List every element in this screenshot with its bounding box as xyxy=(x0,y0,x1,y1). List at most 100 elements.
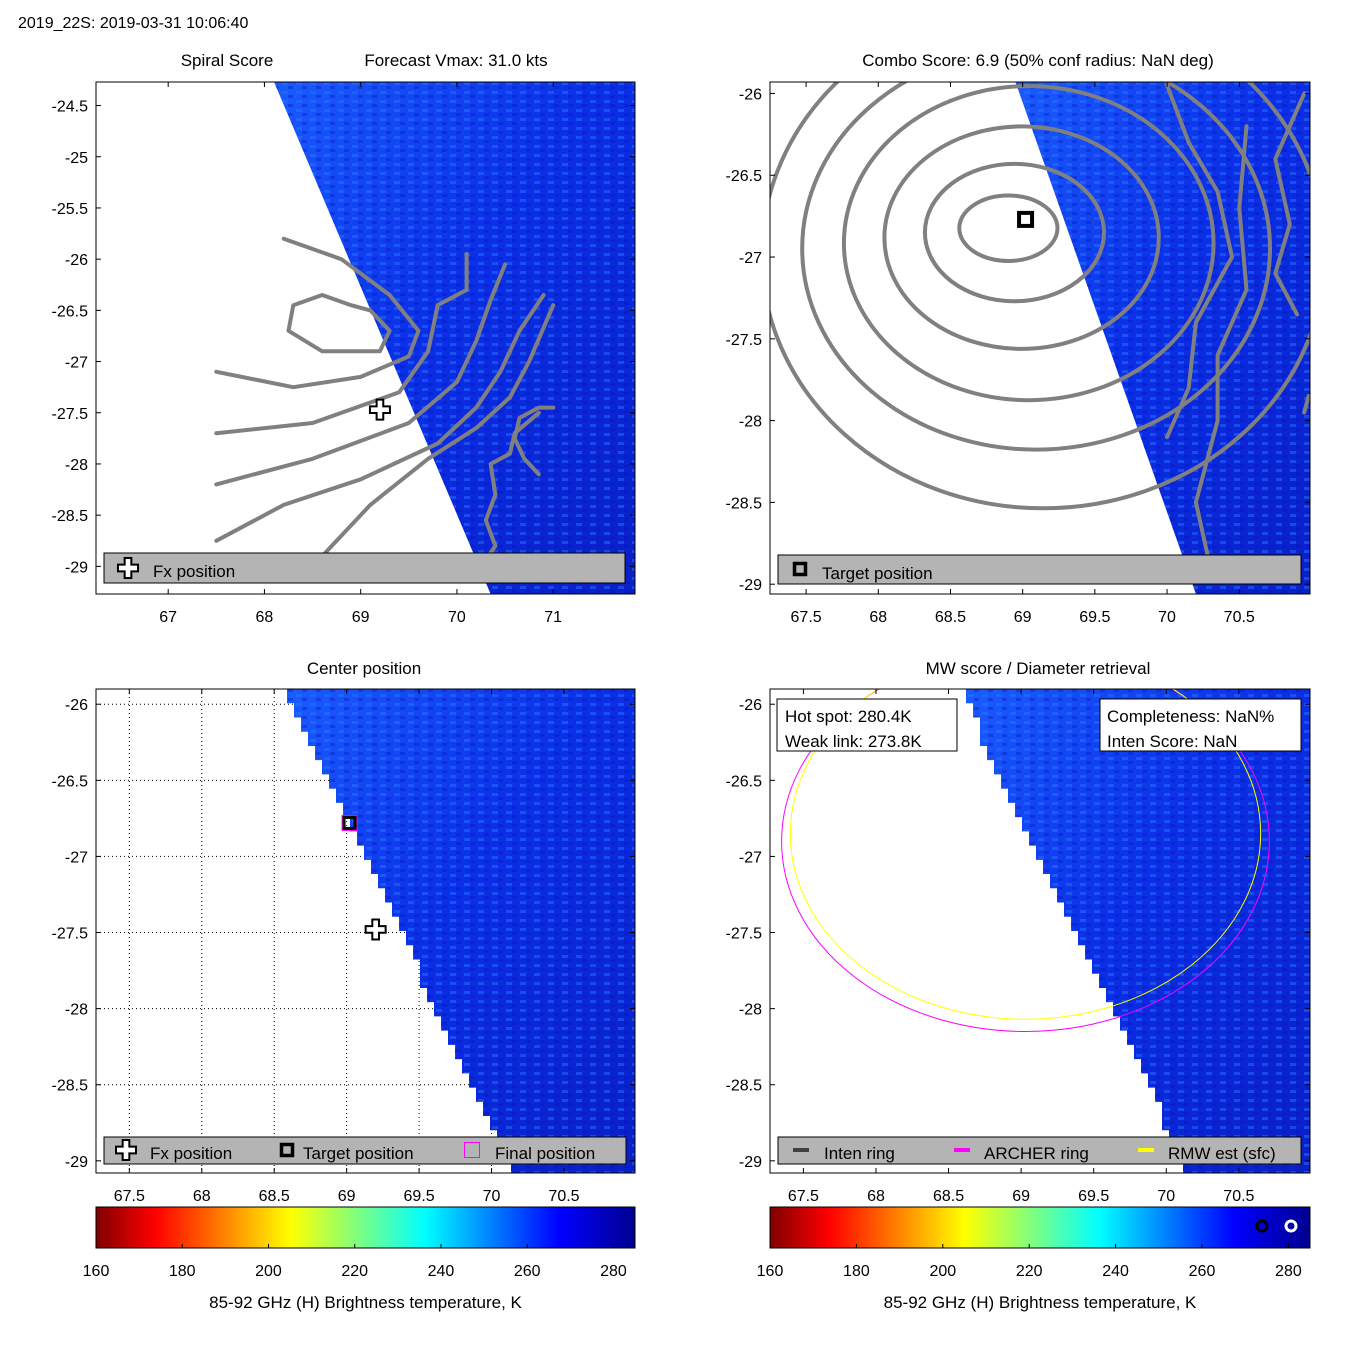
y-tick-label: -29 xyxy=(739,577,762,594)
y-tick-label: -29 xyxy=(65,559,88,576)
y-tick-label: -26 xyxy=(739,697,762,714)
y-tick-label: -29 xyxy=(65,1154,88,1171)
y-tick-label: -28.5 xyxy=(726,495,763,512)
combo-contour-ring xyxy=(770,82,1310,511)
x-tick-label: 67.5 xyxy=(791,609,822,626)
legend-fx-label: Fx position xyxy=(150,1144,232,1163)
x-tick-label: 69.5 xyxy=(404,1188,435,1205)
y-tick-label: -27.5 xyxy=(52,406,89,423)
swath-texture xyxy=(966,689,1310,1173)
combo-contour xyxy=(1165,83,1234,439)
y-tick-label: -27 xyxy=(739,250,762,267)
y-tick-label: -26 xyxy=(739,86,762,103)
y-tick-label: -27 xyxy=(65,849,88,866)
colorbar-tick-label: 200 xyxy=(929,1263,956,1280)
completeness-box xyxy=(1099,698,1302,752)
x-tick-label: 68.5 xyxy=(259,1188,290,1205)
legend-final-label: Final position xyxy=(495,1144,595,1163)
combo-contour xyxy=(1273,91,1307,317)
y-tick-label: -26 xyxy=(65,252,88,269)
colorbar-tick-label: 220 xyxy=(1016,1263,1043,1280)
center-title: Center position xyxy=(307,659,421,678)
combo-contour-ring xyxy=(922,161,1106,304)
completeness-text: Completeness: NaN% xyxy=(1107,707,1274,726)
spiral-contour xyxy=(214,262,508,487)
legend-box xyxy=(103,552,626,584)
y-tick-label: -26.5 xyxy=(726,168,763,185)
colorbar-right: 160 180 200 220 240 260 280 85-92 GHz (H) Brigh… xyxy=(757,1206,1311,1312)
colorbar-tick-label: 260 xyxy=(514,1263,541,1280)
legend-target-marker xyxy=(792,561,808,577)
legend-final-marker xyxy=(464,1142,480,1158)
x-tick-label: 69.5 xyxy=(1078,1188,1109,1205)
plot-area: Hot spot: 280.4K Weak link: 273.8K Complet… xyxy=(776,689,1310,1173)
y-tick-label: -28 xyxy=(739,1002,762,1019)
combo-contour xyxy=(1193,124,1249,570)
x-tick-label: 69 xyxy=(1014,609,1032,626)
target-position-marker xyxy=(342,815,357,830)
legend-inten-label: Inten ring xyxy=(824,1144,895,1163)
y-tick-label: -25 xyxy=(65,150,88,167)
target-position-marker xyxy=(1017,210,1035,228)
legend-box xyxy=(777,554,1302,585)
colorbar-label: 85-92 GHz (H) Brightness temperature, K xyxy=(209,1293,522,1312)
x-tick-label: 68.5 xyxy=(935,609,966,626)
combo-contour xyxy=(1302,394,1310,415)
spiral-contour xyxy=(214,252,469,436)
colorbar-tick-label: 240 xyxy=(428,1263,455,1280)
x-tick-label: 68 xyxy=(256,609,274,626)
colorbar-tick-label: 280 xyxy=(1275,1263,1302,1280)
y-tick-label: -27.5 xyxy=(726,926,763,943)
hot-spot-text: Hot spot: 280.4K xyxy=(785,707,912,726)
x-tick-label: 68 xyxy=(869,609,887,626)
hot-spot-dot-icon xyxy=(1255,1219,1269,1233)
plot-area: Target position xyxy=(770,82,1310,594)
y-tick-label: -26 xyxy=(65,697,88,714)
plot-area: Fx position xyxy=(103,82,635,594)
center-position-panel: Fx position Target position Final position… xyxy=(52,659,636,1205)
y-tick-label: -27.5 xyxy=(726,332,763,349)
x-tick-label: 70.5 xyxy=(548,1188,579,1205)
spiral-title: Spiral Score xyxy=(181,51,274,70)
fx-position-marker xyxy=(364,918,387,941)
y-tick-label: -27 xyxy=(739,849,762,866)
x-tick-label: 70 xyxy=(483,1188,501,1205)
legend-fx-marker xyxy=(117,557,139,579)
combo-score-panel: Target position 67.5 68 68.5 69 69.5 70 70.5 -26… xyxy=(726,51,1311,626)
final-position-marker xyxy=(341,814,358,831)
x-tick-label: 70.5 xyxy=(1223,1188,1254,1205)
colorbar-tick-label: 200 xyxy=(255,1263,282,1280)
inten-score-text: Inten Score: NaN xyxy=(1107,732,1237,751)
legend-target-label: Target position xyxy=(303,1144,414,1163)
x-tick-label: 70 xyxy=(448,609,466,626)
colorbar-left: 160 180 200 220 240 260 280 85-92 GHz (H) Brigh… xyxy=(83,1206,636,1312)
hot-spot-box xyxy=(776,698,958,752)
x-tick-label: 67 xyxy=(159,609,177,626)
colorbar-tick-label: 180 xyxy=(169,1263,196,1280)
combo-contour-ring xyxy=(841,84,1216,403)
x-tick-label: 71 xyxy=(544,609,562,626)
x-tick-label: 70.5 xyxy=(1224,609,1255,626)
x-tick-label: 68.5 xyxy=(933,1188,964,1205)
y-tick-label: -26.5 xyxy=(52,303,89,320)
legend-fx-marker xyxy=(115,1139,137,1161)
rmw-ring xyxy=(789,689,1262,1020)
x-tick-label: 69 xyxy=(1012,1188,1030,1205)
axes-frame xyxy=(769,688,1311,1174)
x-tick-label: 67.5 xyxy=(788,1188,819,1205)
legend-box xyxy=(103,1136,627,1165)
colorbar-tick-label: 260 xyxy=(1189,1263,1216,1280)
legend-archer-label: ARCHER ring xyxy=(984,1144,1089,1163)
mw-score-panel: Hot spot: 280.4K Weak link: 273.8K Complet… xyxy=(726,659,1311,1205)
y-tick-label: -28.5 xyxy=(52,1078,89,1095)
fx-position-marker xyxy=(368,398,391,421)
mw-title: MW score / Diameter retrieval xyxy=(926,659,1151,678)
y-tick-label: -26.5 xyxy=(52,773,89,790)
spiral-contour xyxy=(512,405,556,477)
x-tick-label: 69 xyxy=(352,609,370,626)
colorbar-tick-label: 280 xyxy=(600,1263,627,1280)
x-tick-label: 70 xyxy=(1157,1188,1175,1205)
spiral-contour xyxy=(214,293,546,543)
colorbar-label: 85-92 GHz (H) Brightness temperature, K xyxy=(884,1293,1197,1312)
